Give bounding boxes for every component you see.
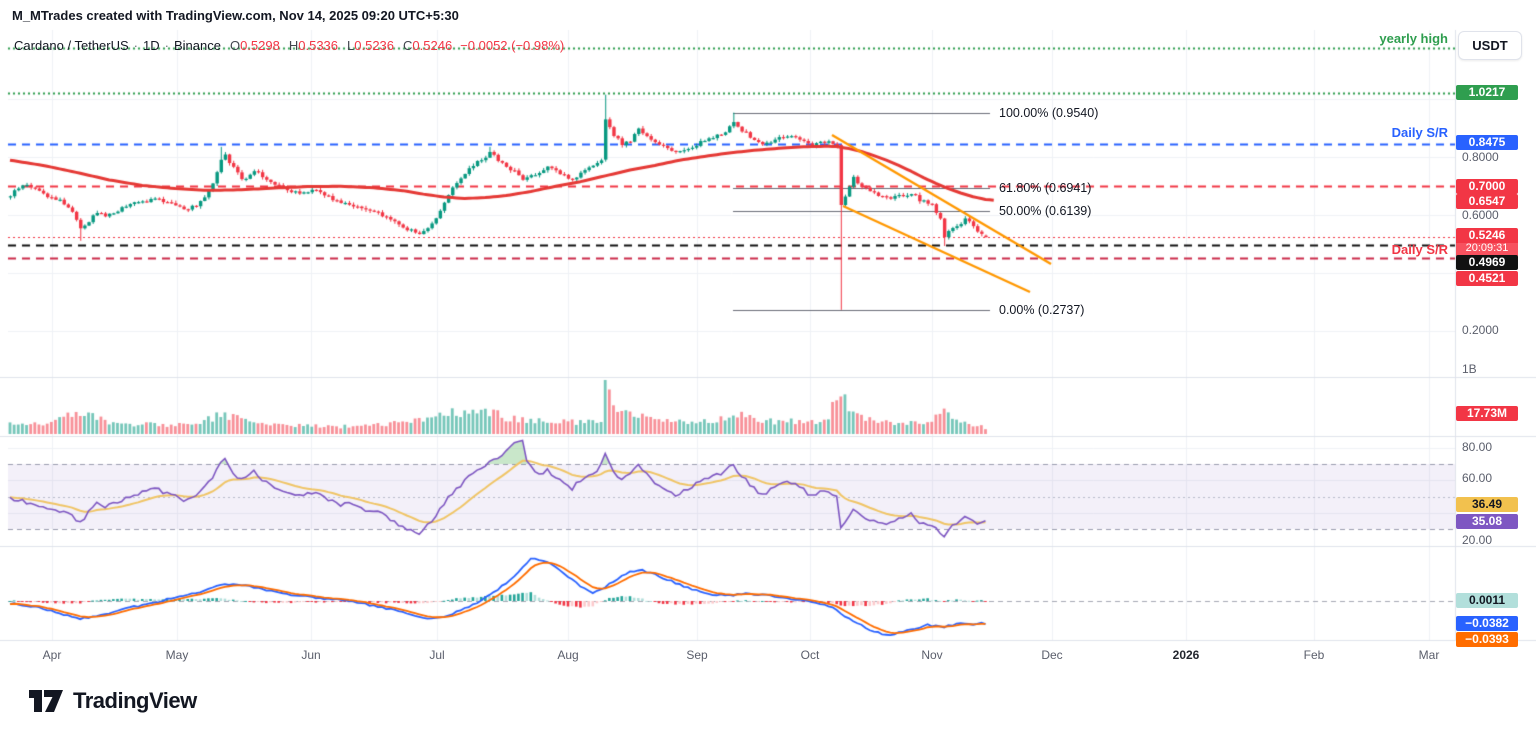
time-axis-label[interactable]: Apr — [42, 648, 62, 662]
rsi-axis-label: 80.00 — [1462, 440, 1493, 454]
separator: · — [164, 38, 169, 53]
price-badge: 0.7000 — [1456, 179, 1518, 194]
rsi-badge: 36.49 — [1456, 497, 1518, 512]
price-axis-label: 0.6000 — [1462, 208, 1499, 222]
tradingview-logo[interactable]: TradingView — [28, 687, 197, 715]
rsi-badge: 35.08 — [1456, 514, 1518, 529]
time-axis-label[interactable]: Nov — [921, 648, 943, 662]
rsi-axis-label: 20.00 — [1462, 533, 1493, 547]
high-label: H — [288, 38, 299, 53]
daily-sr-resistance-label: Daily S/R — [1391, 125, 1448, 140]
macd-badge: 0.0011 — [1456, 593, 1518, 608]
price-axis-label: 0.8000 — [1462, 150, 1499, 164]
rsi-axis-label: 60.00 — [1462, 471, 1493, 485]
time-axis-label[interactable]: Aug — [557, 648, 579, 662]
volume-axis-label: 1B — [1462, 362, 1477, 376]
volume-badge: 17.73M — [1456, 406, 1518, 421]
separator: · — [133, 38, 139, 53]
interval-label[interactable]: 1D — [143, 38, 160, 53]
open-value: 0.5298 — [240, 38, 280, 53]
price-badge: 0.5246 20:09:31 — [1456, 228, 1518, 256]
price-badge: 0.4969 — [1456, 255, 1518, 270]
change-value: −0.0052 (−0.98%) — [460, 38, 565, 53]
tradingview-logo-icon — [29, 690, 63, 712]
exchange-label: Binance — [173, 38, 221, 53]
tradingview-logo-text: TradingView — [73, 688, 197, 713]
symbol-info-row[interactable]: Cardano / TetherUS · 1D · Binance O0.5298 H0.5… — [14, 38, 564, 53]
high-value: 0.5336 — [298, 38, 339, 53]
fib-level-label: 100.00% (0.9540) — [999, 106, 1099, 120]
price-badge: 0.8475 — [1456, 135, 1518, 150]
open-label: O — [229, 38, 241, 53]
yearly-high-label: yearly high — [1379, 31, 1448, 46]
attribution-text: M_MTrades created with TradingView.com, … — [12, 8, 459, 23]
time-axis-label[interactable]: Jun — [301, 648, 321, 662]
time-axis-label[interactable]: Feb — [1303, 648, 1325, 662]
price-badge: 1.0217 — [1456, 85, 1518, 100]
time-axis-label[interactable]: May — [165, 648, 189, 662]
time-axis-label[interactable]: Jul — [429, 648, 445, 662]
macd-badge: −0.0393 — [1456, 632, 1518, 647]
low-value: 0.5236 — [354, 38, 395, 53]
close-value: 0.5246 — [412, 38, 453, 53]
low-label: L — [347, 38, 355, 53]
macd-badge: −0.0382 — [1456, 616, 1518, 631]
price-badge: 0.6547 — [1456, 194, 1518, 209]
time-axis-label[interactable]: Dec — [1041, 648, 1063, 662]
close-label: C — [403, 38, 413, 53]
currency-toggle-button[interactable]: USDT — [1458, 31, 1522, 60]
price-badge: 0.4521 — [1456, 271, 1518, 286]
symbol-name[interactable]: Cardano / TetherUS — [14, 38, 129, 53]
fib-level-label: 61.80% (0.6941) — [999, 181, 1092, 195]
fib-level-label: 0.00% (0.2737) — [999, 303, 1085, 317]
daily-sr-support-label: Daily S/R — [1391, 242, 1448, 257]
time-axis-label[interactable]: Sep — [686, 648, 708, 662]
price-axis-label: 0.2000 — [1462, 323, 1499, 337]
time-axis-label[interactable]: 2026 — [1172, 648, 1200, 662]
time-axis-label[interactable]: Oct — [800, 648, 820, 662]
time-axis-label[interactable]: Mar — [1418, 648, 1440, 662]
fib-level-label: 50.00% (0.6139) — [999, 204, 1092, 218]
